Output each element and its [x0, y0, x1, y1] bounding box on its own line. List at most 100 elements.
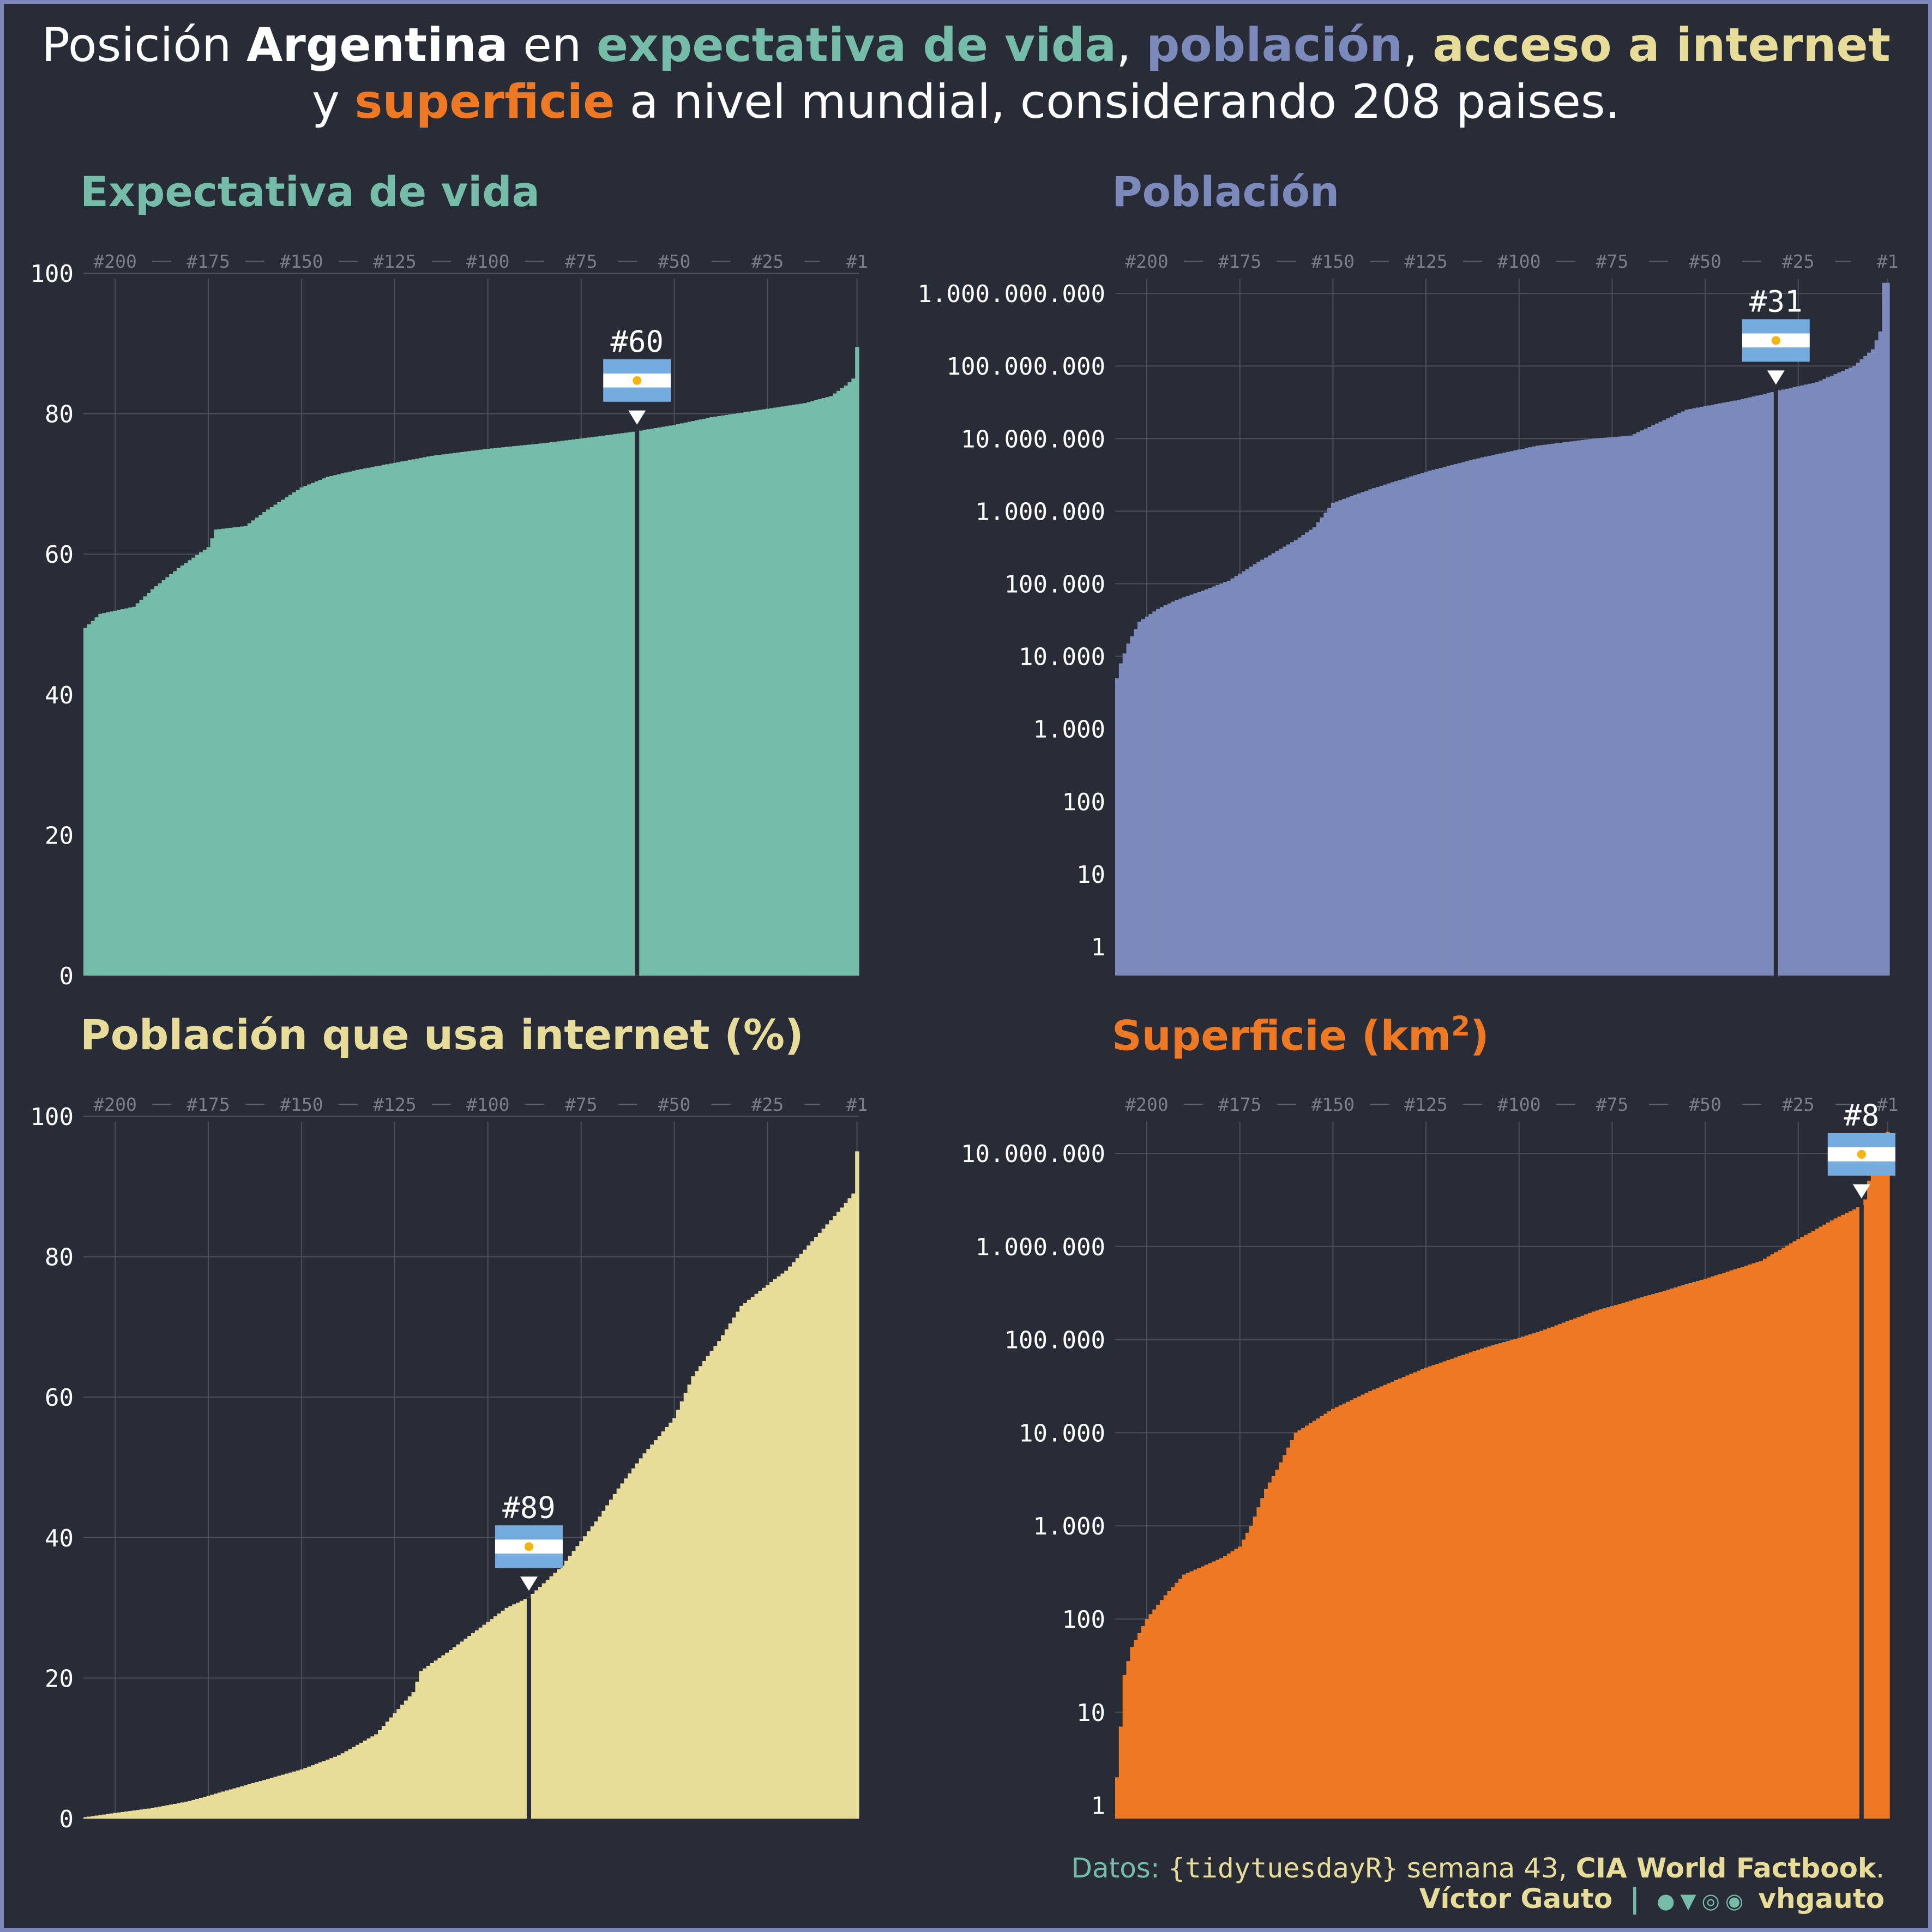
bar [247, 523, 252, 976]
bar [1878, 331, 1882, 976]
y-tick-label: 60 [45, 541, 74, 569]
bar [1171, 1587, 1175, 1819]
bar [750, 1297, 755, 1819]
bar [124, 608, 129, 976]
x-tick-label: #100 [466, 251, 509, 272]
x-tick-label: #175 [186, 251, 230, 272]
bar [1476, 1350, 1480, 1819]
bar [344, 1751, 348, 1819]
bar [1156, 609, 1160, 976]
flag-stripe-bottom [1827, 1161, 1895, 1176]
bar [131, 1810, 136, 1819]
bar [709, 1351, 714, 1819]
bar [198, 1798, 203, 1819]
bar [400, 1705, 405, 1819]
bar [523, 445, 528, 976]
bar [795, 404, 800, 976]
bar [799, 404, 804, 976]
x-tick-label: #150 [1311, 251, 1355, 272]
bar [1733, 1269, 1737, 1819]
bar [553, 442, 557, 976]
bar [314, 1764, 319, 1819]
bar [191, 1799, 196, 1819]
bar [1632, 1299, 1637, 1819]
title-text: y [311, 75, 355, 129]
highlight-rank-label: #89 [502, 1490, 556, 1525]
bar [721, 415, 725, 976]
bar [490, 1619, 494, 1819]
bar [340, 1753, 345, 1819]
bar [1346, 497, 1350, 976]
bar [1401, 1377, 1406, 1819]
bar [1539, 445, 1544, 976]
bar [676, 424, 681, 976]
bar [1141, 1626, 1146, 1819]
bar [1342, 498, 1346, 976]
highlight-rank-label: #8 [1844, 1098, 1879, 1133]
bar [847, 382, 852, 976]
bar [1175, 600, 1179, 976]
bar [1122, 1675, 1127, 1819]
bar [240, 1786, 244, 1819]
bar [400, 461, 405, 976]
bar [1521, 1337, 1525, 1819]
bar [1495, 1344, 1499, 1819]
bar [1242, 571, 1246, 976]
bar [527, 444, 531, 976]
bar [411, 1692, 416, 1819]
bar [1279, 1462, 1283, 1819]
bar [1126, 643, 1130, 976]
bar [1536, 446, 1540, 976]
bar [1595, 1310, 1600, 1819]
bar [1569, 441, 1574, 976]
bar [754, 410, 759, 976]
bar [228, 1789, 233, 1819]
bar [784, 406, 789, 976]
bar [1309, 529, 1313, 976]
bar [1487, 455, 1492, 976]
bar [169, 1804, 173, 1819]
bar [236, 1787, 240, 1819]
bar [232, 1788, 237, 1819]
bar [329, 476, 334, 976]
bar [713, 417, 718, 976]
bar [1748, 1264, 1753, 1819]
bar [549, 442, 554, 976]
bar [1562, 442, 1566, 976]
bar [754, 1293, 759, 1819]
bar [281, 1774, 285, 1819]
bar [631, 1468, 636, 1819]
bar [1662, 1291, 1666, 1819]
x-tick-label: #25 [1782, 1094, 1815, 1115]
bar [210, 538, 214, 976]
bar [586, 437, 591, 976]
bar [803, 1249, 807, 1819]
bar [430, 1663, 435, 1819]
bar [1867, 352, 1871, 976]
bar [531, 1593, 535, 1819]
bar [1238, 574, 1242, 976]
bar [262, 511, 267, 976]
bar [1718, 1274, 1723, 1819]
bar [612, 434, 617, 976]
bar [646, 429, 651, 976]
bar [188, 560, 192, 976]
y-tick-label: 1.000.000 [976, 1233, 1105, 1261]
bar [1275, 551, 1279, 976]
bar [650, 1445, 654, 1819]
bar [598, 1516, 602, 1819]
y-tick-label: 0 [59, 1805, 74, 1833]
bar [426, 1665, 431, 1819]
bar [531, 444, 535, 976]
chart-internet: 0 20 40 60 80 100 #200 #175 #150 #125 #100 #75 #50 #2… [31, 1094, 868, 1833]
bar [154, 586, 159, 976]
bar [1803, 384, 1808, 976]
x-tick-label: #1 [1877, 1094, 1899, 1115]
bar [1539, 1331, 1544, 1819]
bar [679, 423, 684, 976]
bar [1550, 443, 1555, 976]
bar [661, 426, 666, 976]
bar [98, 1815, 103, 1819]
bar [1301, 535, 1305, 976]
x-tick-label: #200 [93, 251, 136, 272]
